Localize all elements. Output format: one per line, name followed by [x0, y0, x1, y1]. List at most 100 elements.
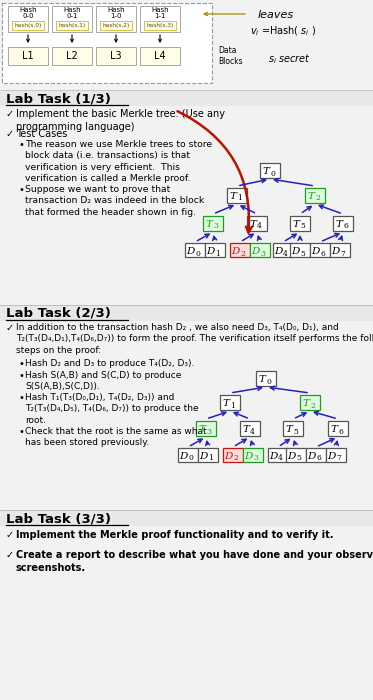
FancyBboxPatch shape	[227, 188, 247, 202]
Text: 2: 2	[315, 195, 320, 202]
FancyBboxPatch shape	[300, 395, 320, 409]
FancyBboxPatch shape	[96, 47, 136, 65]
Text: D: D	[179, 452, 188, 461]
FancyBboxPatch shape	[0, 510, 373, 526]
Text: Implement the basic Merkle tree. (Use any
programming language): Implement the basic Merkle tree. (Use an…	[16, 109, 225, 132]
Text: Hash S(A,B) and S(C,D) to produce
S(S(A,B),S(C,D)).: Hash S(A,B) and S(C,D) to produce S(S(A,…	[25, 371, 181, 391]
Text: Hash D₂ and D₃ to produce T₄(D₂, D₃).: Hash D₂ and D₃ to produce T₄(D₂, D₃).	[25, 359, 194, 368]
FancyBboxPatch shape	[205, 243, 225, 257]
Text: D: D	[244, 452, 253, 461]
Text: hash(s,0): hash(s,0)	[14, 23, 42, 28]
Text: 6: 6	[320, 249, 325, 258]
Text: ✓: ✓	[6, 530, 14, 540]
FancyBboxPatch shape	[326, 448, 346, 462]
Text: T: T	[242, 425, 250, 434]
Text: 2: 2	[310, 402, 315, 409]
Text: The reason we use Merkle trees to store
block data (i.e. transactions) is that
v: The reason we use Merkle trees to store …	[25, 140, 212, 183]
Text: 4: 4	[283, 249, 288, 258]
Text: 5: 5	[293, 428, 298, 435]
Text: D: D	[291, 247, 300, 256]
Text: 6: 6	[316, 454, 321, 463]
Text: D: D	[274, 247, 282, 256]
Text: T: T	[303, 399, 310, 408]
Text: 1: 1	[215, 249, 220, 258]
Text: T: T	[250, 220, 257, 229]
Text: 6: 6	[343, 223, 348, 230]
Text: D: D	[224, 452, 232, 461]
Text: Data
Blocks: Data Blocks	[218, 46, 242, 66]
Text: T: T	[230, 192, 236, 201]
Text: L3: L3	[110, 51, 122, 61]
FancyBboxPatch shape	[2, 3, 212, 83]
FancyBboxPatch shape	[256, 370, 276, 386]
Text: ✓: ✓	[6, 109, 14, 119]
FancyBboxPatch shape	[328, 421, 348, 435]
Text: $s_i$ secret: $s_i$ secret	[268, 52, 311, 66]
FancyBboxPatch shape	[290, 216, 310, 230]
Text: ✓: ✓	[6, 323, 14, 333]
Text: •: •	[18, 371, 24, 381]
FancyBboxPatch shape	[290, 243, 310, 257]
FancyBboxPatch shape	[144, 21, 176, 30]
FancyBboxPatch shape	[8, 6, 48, 32]
Text: hash(s,2): hash(s,2)	[102, 23, 130, 28]
Text: 0: 0	[266, 377, 271, 386]
FancyBboxPatch shape	[178, 448, 198, 462]
Text: L4: L4	[154, 51, 166, 61]
Text: Hash T₁(T₃(D₀,D₁), T₄(D₂, D₃)) and
T₂(T₃(D₄,D₅), T₄(D₆, D₇)) to produce the
root: Hash T₁(T₃(D₀,D₁), T₄(D₂, D₃)) and T₂(T₃…	[25, 393, 199, 425]
FancyBboxPatch shape	[140, 47, 180, 65]
Text: Hash
1-1: Hash 1-1	[151, 6, 169, 20]
FancyBboxPatch shape	[223, 448, 243, 462]
Text: 5: 5	[300, 223, 305, 230]
FancyBboxPatch shape	[283, 421, 303, 435]
Text: D: D	[327, 452, 335, 461]
Text: D: D	[287, 452, 295, 461]
FancyBboxPatch shape	[185, 243, 205, 257]
FancyBboxPatch shape	[198, 448, 218, 462]
Text: D: D	[199, 452, 207, 461]
Text: 1: 1	[208, 454, 213, 463]
FancyBboxPatch shape	[12, 21, 44, 30]
FancyBboxPatch shape	[52, 6, 92, 32]
Text: 3: 3	[253, 454, 258, 463]
Text: ✓: ✓	[6, 550, 14, 560]
Text: 3: 3	[213, 223, 218, 230]
Text: ✓: ✓	[6, 129, 14, 139]
FancyBboxPatch shape	[0, 305, 373, 321]
Text: T: T	[336, 220, 342, 229]
Text: leaves: leaves	[258, 10, 294, 20]
FancyBboxPatch shape	[240, 421, 260, 435]
Text: D: D	[311, 247, 320, 256]
Text: Hash
1-0: Hash 1-0	[107, 6, 125, 20]
FancyBboxPatch shape	[196, 421, 216, 435]
FancyBboxPatch shape	[250, 243, 270, 257]
Text: •: •	[18, 185, 24, 195]
Text: •: •	[18, 427, 24, 437]
FancyBboxPatch shape	[203, 216, 223, 230]
Text: 6: 6	[338, 428, 343, 435]
Text: T: T	[330, 425, 338, 434]
FancyBboxPatch shape	[268, 448, 288, 462]
Text: T: T	[293, 220, 300, 229]
Text: T: T	[258, 375, 266, 384]
FancyBboxPatch shape	[220, 395, 240, 409]
Text: T: T	[286, 425, 292, 434]
FancyBboxPatch shape	[96, 6, 136, 32]
Text: Create a report to describe what you have done and your observations with
screen: Create a report to describe what you hav…	[16, 550, 373, 573]
Text: •: •	[18, 359, 24, 369]
Text: 2: 2	[233, 454, 238, 463]
Text: In addition to the transaction hash D₂ , we also need D₃, T₄(D₀, D₁), and
T₂(T₃(: In addition to the transaction hash D₂ ,…	[16, 323, 373, 355]
Text: D: D	[251, 247, 260, 256]
Text: 5: 5	[300, 249, 305, 258]
Text: Hash
0-0: Hash 0-0	[19, 6, 37, 20]
Text: 3: 3	[260, 249, 265, 258]
Text: hash(s,1): hash(s,1)	[59, 23, 86, 28]
Text: 0: 0	[270, 169, 275, 178]
Text: Lab Task (1/3): Lab Task (1/3)	[6, 92, 111, 105]
FancyBboxPatch shape	[286, 448, 306, 462]
Text: 4: 4	[278, 454, 283, 463]
Text: T: T	[263, 167, 270, 176]
FancyBboxPatch shape	[243, 448, 263, 462]
FancyBboxPatch shape	[333, 216, 353, 230]
FancyBboxPatch shape	[56, 21, 88, 30]
